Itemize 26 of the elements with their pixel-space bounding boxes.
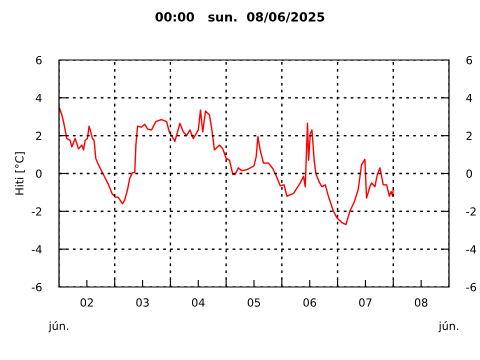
text: jún. — [48, 321, 68, 332]
x-tick-label: 05 — [248, 298, 260, 307]
y-tick-label: -2 — [32, 207, 42, 216]
y-tick-label: 6 — [36, 56, 42, 64]
y2-tick-label: 2 — [466, 132, 472, 140]
x-tick-label: 07 — [359, 298, 372, 307]
y2-tick-label: 0 — [466, 169, 472, 178]
text: jún. — [438, 321, 458, 332]
line-series — [59, 108, 394, 226]
x-tick-label: 04 — [192, 298, 205, 307]
x-tick-label: 02 — [80, 298, 93, 307]
y2-tick-label: 6 — [466, 56, 472, 64]
chart-title: 00:00 sun. 08/06/2025 — [155, 12, 324, 23]
y-tick-label: -4 — [32, 245, 42, 254]
y2-tick-label: -4 — [466, 245, 476, 254]
y-axis-title: Hiti [°C] — [14, 152, 25, 195]
y-tick-label: 4 — [36, 94, 42, 102]
y2-tick-label: -2 — [466, 207, 476, 216]
y2-tick-label: 4 — [466, 94, 472, 102]
y-tick-label: 2 — [36, 132, 42, 140]
y2-tick-label: -6 — [466, 282, 476, 292]
x-tick-label: 03 — [136, 298, 149, 307]
y-tick-label: 0 — [36, 169, 42, 178]
y-tick-label: -6 — [32, 282, 42, 292]
x-tick-label: 08 — [414, 298, 428, 307]
x-tick-label: 06 — [303, 298, 316, 307]
